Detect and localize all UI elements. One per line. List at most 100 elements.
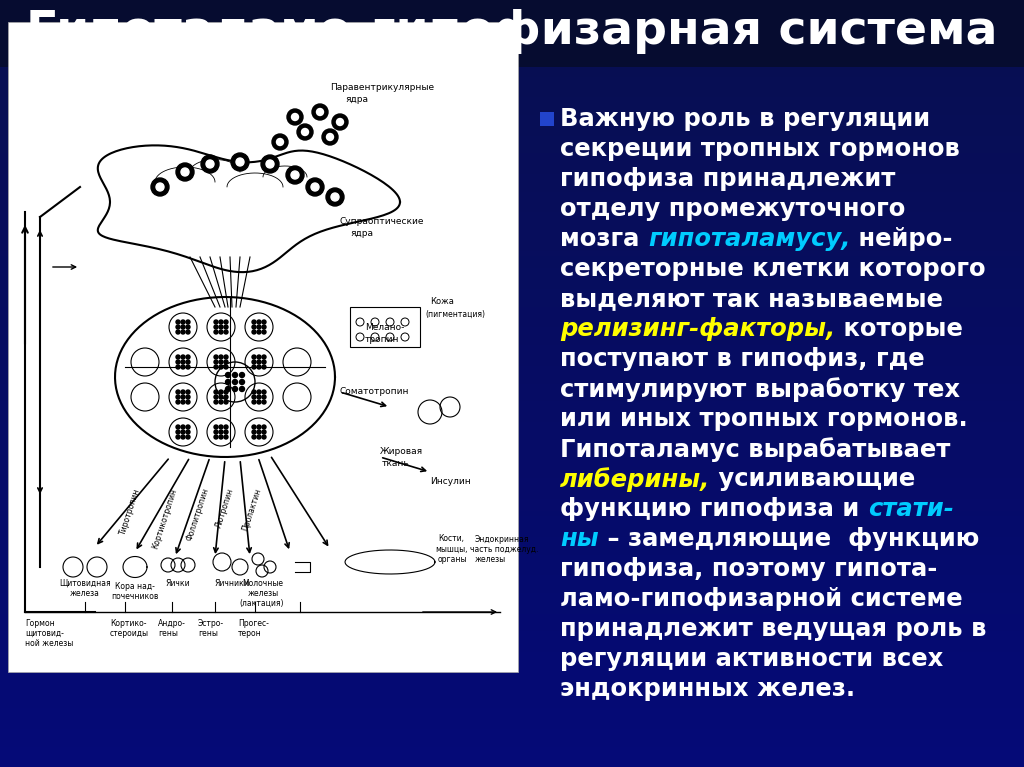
Bar: [0, 366, 1024, 368]
Bar: [0, 627, 1024, 629]
Bar: [0, 343, 1024, 345]
Circle shape: [214, 390, 218, 394]
Bar: [0, 573, 1024, 575]
Bar: [0, 437, 1024, 439]
Bar: [0, 102, 1024, 105]
Bar: [0, 312, 1024, 314]
Circle shape: [176, 365, 180, 369]
Text: Гормон: Гормон: [25, 619, 54, 628]
Circle shape: [214, 355, 218, 359]
Circle shape: [219, 390, 223, 394]
Circle shape: [219, 355, 223, 359]
Circle shape: [252, 320, 256, 324]
Bar: [0, 568, 1024, 570]
Bar: [0, 744, 1024, 746]
Text: гипоталамусу,: гипоталамусу,: [648, 227, 850, 251]
Bar: [0, 94, 1024, 97]
Bar: [0, 458, 1024, 460]
Text: функцию гипофиза и: функцию гипофиза и: [560, 497, 867, 521]
Bar: [0, 130, 1024, 133]
Text: поступают в гипофиз, где: поступают в гипофиз, где: [560, 347, 925, 371]
Bar: [0, 205, 1024, 207]
Bar: [0, 535, 1024, 537]
Bar: [0, 463, 1024, 466]
Circle shape: [219, 435, 223, 439]
Circle shape: [214, 395, 218, 399]
Circle shape: [151, 178, 169, 196]
Bar: [0, 719, 1024, 721]
Circle shape: [224, 365, 228, 369]
Bar: [0, 307, 1024, 309]
Bar: [0, 496, 1024, 499]
Bar: [0, 240, 1024, 243]
Circle shape: [262, 365, 266, 369]
Circle shape: [240, 387, 245, 391]
Text: Прогес-: Прогес-: [238, 619, 269, 628]
Bar: [0, 539, 1024, 542]
Circle shape: [312, 104, 328, 120]
Bar: [0, 700, 1024, 703]
Text: железа: железа: [70, 589, 100, 598]
Circle shape: [301, 129, 308, 136]
Text: эндокринных желез.: эндокринных желез.: [560, 677, 855, 701]
Bar: [0, 266, 1024, 268]
FancyArrowPatch shape: [53, 265, 76, 269]
Bar: [0, 734, 1024, 736]
Circle shape: [224, 360, 228, 364]
Bar: [0, 225, 1024, 228]
Circle shape: [257, 320, 261, 324]
Circle shape: [231, 153, 249, 171]
Text: – замедляющие  функцию: – замедляющие функцию: [599, 527, 979, 551]
Bar: [0, 309, 1024, 312]
Text: Андро-: Андро-: [158, 619, 186, 628]
Bar: [0, 294, 1024, 297]
Bar: [0, 182, 1024, 184]
Bar: [0, 281, 1024, 284]
Bar: [0, 593, 1024, 596]
Bar: [0, 148, 1024, 151]
Bar: [0, 100, 1024, 102]
Bar: [0, 542, 1024, 545]
Text: Кора над-: Кора над-: [115, 582, 155, 591]
Bar: [0, 156, 1024, 159]
Circle shape: [272, 134, 288, 150]
Circle shape: [257, 400, 261, 404]
Bar: [0, 332, 1024, 335]
Bar: [0, 608, 1024, 611]
Circle shape: [224, 320, 228, 324]
Bar: [0, 762, 1024, 765]
Text: Эстро-: Эстро-: [198, 619, 224, 628]
Bar: [0, 44, 1024, 46]
Bar: [0, 711, 1024, 713]
Bar: [0, 680, 1024, 683]
Circle shape: [176, 360, 180, 364]
Bar: [0, 358, 1024, 360]
Text: стероиды: стероиды: [110, 629, 150, 638]
Bar: [0, 624, 1024, 627]
Bar: [0, 255, 1024, 258]
Text: принадлежит ведущая роль в: принадлежит ведущая роль в: [560, 617, 986, 641]
Bar: [0, 483, 1024, 486]
Bar: [0, 486, 1024, 489]
Text: Жировая: Жировая: [380, 447, 423, 456]
Bar: [0, 765, 1024, 767]
Bar: [0, 61, 1024, 64]
Bar: [0, 41, 1024, 44]
Bar: [0, 565, 1024, 568]
Bar: [0, 675, 1024, 677]
Bar: [0, 59, 1024, 61]
Bar: [0, 742, 1024, 744]
Bar: [0, 340, 1024, 343]
Bar: [0, 506, 1024, 509]
Bar: [0, 713, 1024, 716]
Circle shape: [252, 425, 256, 429]
Circle shape: [257, 425, 261, 429]
Circle shape: [181, 168, 189, 176]
Text: органы: органы: [438, 555, 468, 564]
Bar: [0, 186, 1024, 189]
Bar: [0, 529, 1024, 532]
Bar: [0, 25, 1024, 28]
Text: Лютропин: Лютропин: [214, 487, 236, 529]
Circle shape: [262, 320, 266, 324]
Circle shape: [219, 325, 223, 329]
